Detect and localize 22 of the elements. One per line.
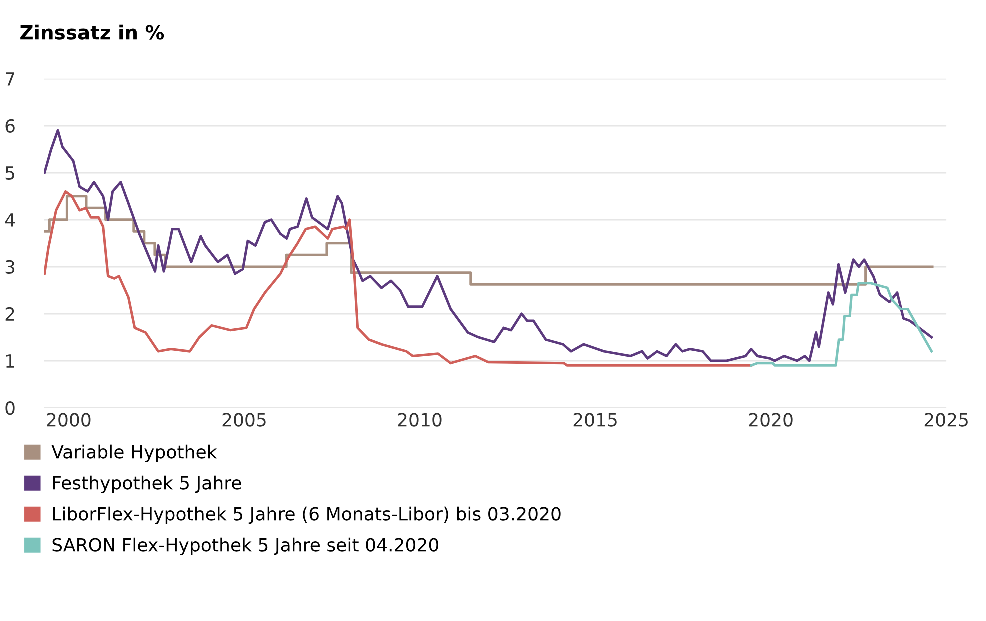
line-series	[44, 190, 753, 367]
y-tick-label: 5	[6, 166, 14, 180]
x-tick-label: 2010	[398, 413, 442, 427]
line-series	[750, 282, 934, 367]
legend-label: SARON Flex-Hypothek 5 Jahre seit 04.2020	[52, 538, 438, 556]
y-tick-label: 4	[5, 214, 16, 227]
x-tick-label: 2015	[574, 413, 617, 427]
x-tick-label: 2025	[924, 413, 968, 427]
y-tick-label: 0	[6, 401, 15, 416]
y-tick-label: 2	[6, 307, 14, 321]
legend-label: LiborFlex-Hypothek 5 Jahre (6 Monats-Libor) bis 03.2020	[53, 506, 561, 524]
y-axis-title: Zinssatz in %	[20, 24, 164, 40]
y-tick-label: 6	[6, 119, 15, 133]
x-tick-label: 2005	[222, 413, 266, 427]
x-tick-label: 2000	[47, 413, 91, 427]
line-series	[44, 129, 934, 362]
legend-label: Festhypothek 5 Jahre	[53, 476, 242, 494]
y-tick-label: 3	[6, 260, 15, 274]
legend-label: Variable Hypothek	[52, 444, 218, 462]
y-tick-label: 1	[6, 354, 14, 368]
y-tick-label: 7	[6, 72, 14, 86]
x-tick-label: 2020	[749, 413, 793, 427]
